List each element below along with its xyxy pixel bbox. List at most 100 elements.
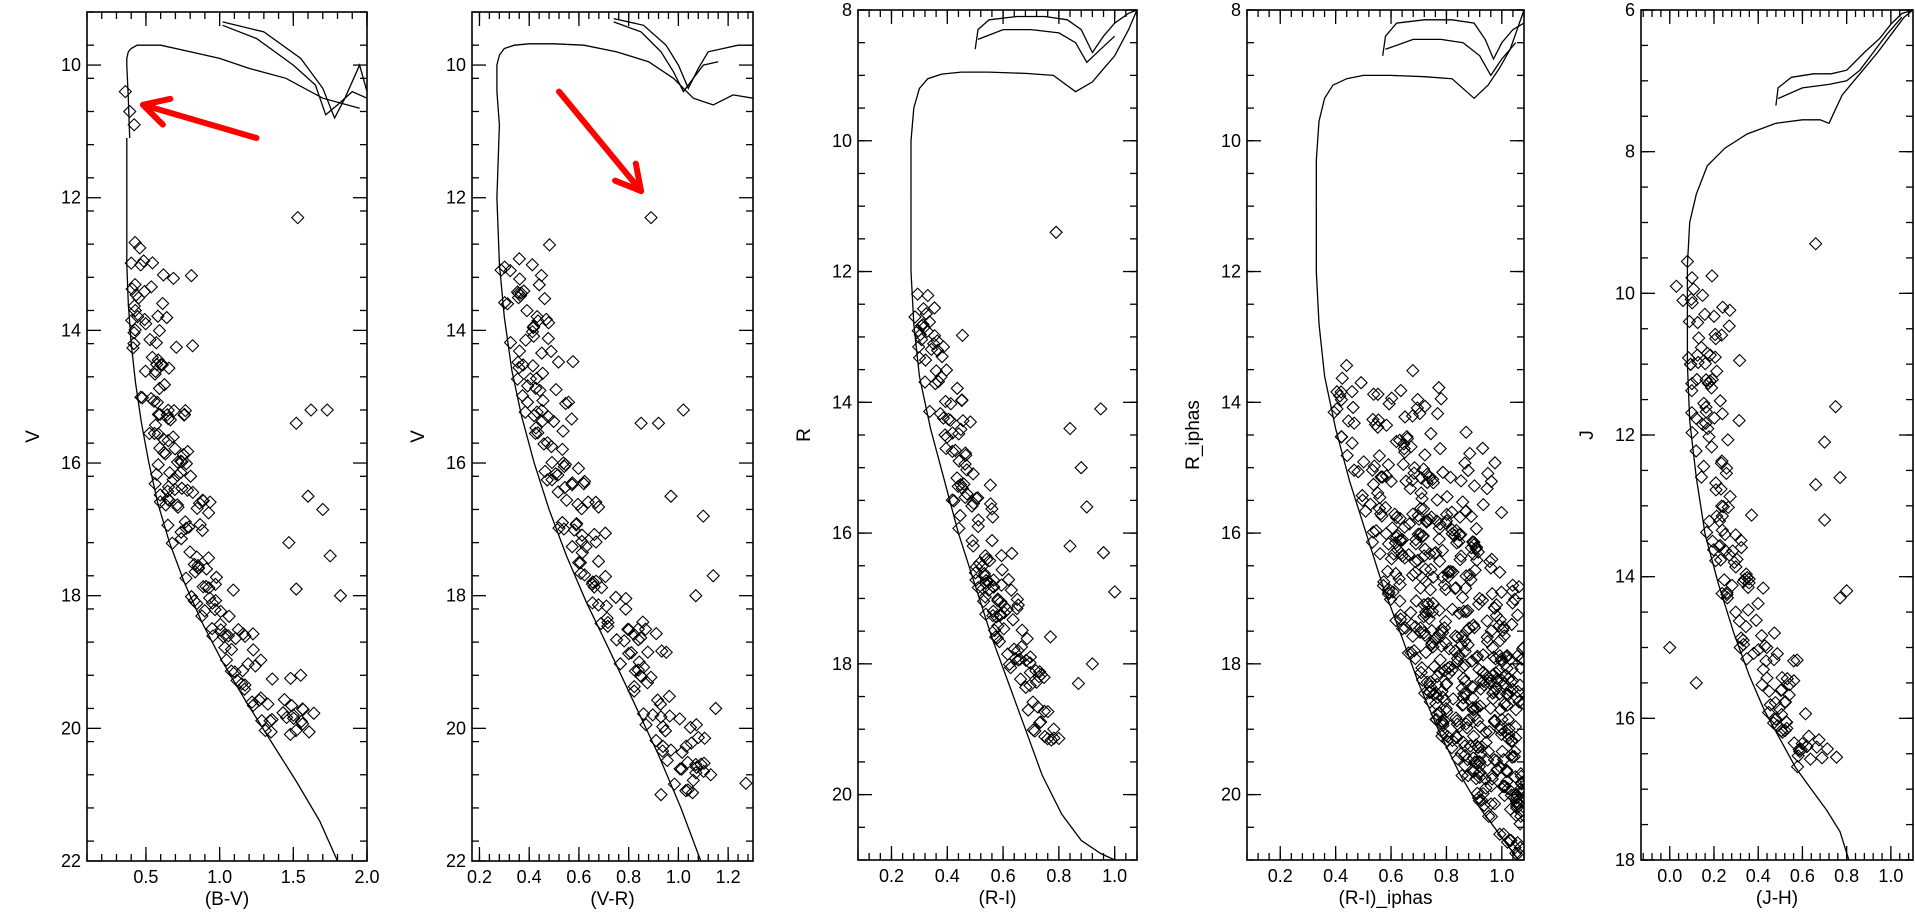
panel-vr: 0.2 0.4 0.6 0.8 1.0 1.2 10 12 14 16 18 20 22 (V-R) V [408,11,754,910]
star-point [1749,613,1763,628]
plot-frame [1246,9,1525,861]
star-point [160,492,175,506]
star-point [575,534,589,549]
star-point [1715,586,1729,601]
star-point [638,622,653,636]
star-point [1732,413,1746,428]
star-point [177,408,191,422]
star-point [656,739,670,754]
y-tick-label: 12 [446,188,466,208]
star-point [664,489,678,503]
star-point [1728,605,1743,619]
star-point [1707,309,1721,324]
star-point [659,645,673,660]
star-point [148,364,163,379]
star-point [986,573,1001,587]
star-point [971,519,985,534]
star-point [1487,796,1502,811]
star-point [1794,742,1809,757]
star-point [1403,605,1418,620]
star-point [1434,392,1448,406]
star-point [916,301,931,316]
star-point [195,493,210,508]
star-point [1372,449,1387,463]
star-point [1395,621,1410,636]
star-point [1425,635,1440,650]
star-point [1684,383,1699,398]
star-point [258,723,273,738]
star-point [1686,282,1701,296]
star-point [1434,622,1449,637]
star-point [134,390,148,405]
star-point [1405,473,1420,488]
isochrone-line [613,21,719,93]
star-point [520,303,534,318]
star-point [264,725,278,739]
x-tick-label: 0.4 [1746,866,1771,886]
star-point [195,609,209,623]
star-point [514,286,528,300]
star-point [179,571,193,586]
star-point [1782,677,1797,692]
star-point [976,594,991,608]
star-point [1755,677,1769,692]
star-point [1374,470,1388,484]
star-point [1697,396,1711,411]
star-point [983,478,998,492]
star-point [171,500,185,515]
star-point [1346,400,1360,415]
star-point [1512,579,1524,594]
star-point [286,708,301,722]
star-point [1458,739,1472,753]
star-point [1371,413,1386,427]
star-point [1484,474,1499,489]
star-point [1465,691,1480,705]
star-point [1484,561,1498,575]
star-point [926,336,941,351]
star-point [558,396,573,411]
star-point [151,407,166,422]
star-point [627,684,641,698]
panel-ri: 0.2 0.4 0.6 0.8 1.0 8 10 12 14 16 18 20 (R-I) R [794,0,1138,909]
star-point [1719,461,1734,475]
star-point [936,411,951,425]
y-tick-label: 14 [1221,392,1241,412]
star-point [1704,381,1719,395]
isochrone-line [1382,19,1524,61]
star-point [1071,676,1086,691]
star-point [1435,543,1450,558]
star-point [124,313,139,328]
star-point [1715,509,1730,523]
star-point [1388,566,1403,581]
isochrone-line [1315,10,1524,207]
star-point [1363,497,1378,512]
star-point [675,745,689,760]
star-point [1480,614,1494,628]
star-point [1719,466,1734,481]
y-tick-label: 10 [1615,283,1635,303]
star-point [1716,499,1731,514]
y-tick-label: 10 [446,55,466,75]
star-point [1481,809,1496,824]
star-point [230,673,244,688]
star-point [125,282,139,296]
star-point [954,422,968,437]
star-point [1501,781,1515,796]
star-point [153,488,168,502]
star-point [1358,504,1373,518]
star-point [1406,507,1420,521]
star-point [1375,470,1390,484]
star-point [649,733,663,748]
star-point [594,580,609,595]
star-point [138,364,153,379]
star-point [1513,661,1524,675]
star-point [188,565,202,579]
star-point [1479,725,1493,739]
y-tick-label: 12 [1221,262,1241,282]
star-point [978,549,993,563]
plot-area [118,21,367,861]
star-point [1405,409,1420,423]
star-point [653,697,668,711]
y-tick-label: 22 [446,851,466,871]
star-point [929,364,944,378]
